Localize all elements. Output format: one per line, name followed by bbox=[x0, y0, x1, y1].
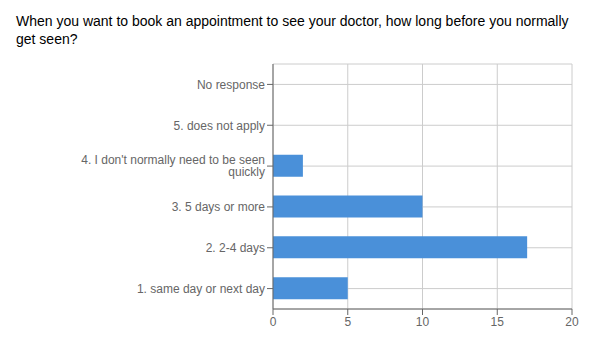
svg-text:1. same day or next day: 1. same day or next day bbox=[137, 282, 265, 296]
svg-text:0: 0 bbox=[270, 315, 277, 329]
svg-text:5. does not apply: 5. does not apply bbox=[174, 119, 265, 133]
svg-text:No response: No response bbox=[197, 78, 265, 92]
svg-text:20: 20 bbox=[565, 315, 579, 329]
svg-text:5: 5 bbox=[344, 315, 351, 329]
svg-text:10: 10 bbox=[416, 315, 430, 329]
svg-text:15: 15 bbox=[491, 315, 505, 329]
svg-text:4. I don't normally need to be: 4. I don't normally need to be seenquick… bbox=[81, 153, 265, 179]
svg-text:2. 2-4 days: 2. 2-4 days bbox=[206, 241, 265, 255]
svg-text:3. 5 days or more: 3. 5 days or more bbox=[172, 200, 266, 214]
html-text:When you want to book an appoi: When you want to book an appointment to … bbox=[16, 13, 569, 47]
